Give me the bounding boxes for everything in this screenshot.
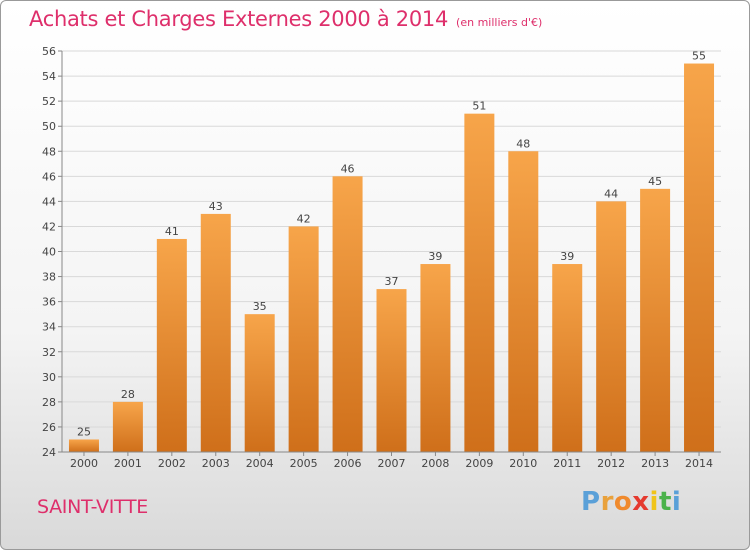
bar-2009 [464, 113, 495, 452]
bar-2008 [420, 264, 451, 452]
data-label: 25 [77, 425, 91, 438]
x-tick-label: 2005 [290, 457, 318, 470]
y-tick-label: 38 [42, 271, 56, 284]
x-tick-label: 2001 [114, 457, 142, 470]
bar-2002 [156, 238, 187, 452]
y-tick-label: 50 [42, 120, 56, 133]
x-tick-label: 2009 [465, 457, 493, 470]
bar-2010 [508, 151, 539, 452]
bar-2005 [288, 226, 319, 452]
y-tick-label: 40 [42, 246, 56, 259]
logo-letter: t [658, 487, 672, 517]
data-label: 37 [385, 275, 399, 288]
bar-2003 [200, 213, 231, 452]
y-tick-label: 32 [42, 346, 56, 359]
data-label: 46 [341, 162, 355, 175]
y-tick-label: 34 [42, 321, 56, 334]
y-tick-label: 48 [42, 145, 56, 158]
x-tick-label: 2010 [509, 457, 537, 470]
data-label: 44 [604, 187, 618, 200]
x-tick-label: 2006 [334, 457, 362, 470]
x-tick-label: 2003 [202, 457, 230, 470]
y-tick-label: 30 [42, 371, 56, 384]
x-tick-label: 2007 [378, 457, 406, 470]
y-tick-label: 56 [42, 45, 56, 58]
x-tick-label: 2013 [641, 457, 669, 470]
x-tick-label: 2012 [597, 457, 625, 470]
bar-2014 [684, 63, 715, 452]
bar-2007 [376, 289, 407, 452]
y-tick-label: 36 [42, 296, 56, 309]
chart-title-block: Achats et Charges Externes 2000 à 2014 (e… [29, 7, 542, 31]
data-label: 39 [428, 250, 442, 263]
bar-2000 [68, 439, 99, 452]
chart-title: Achats et Charges Externes 2000 à 2014 [29, 7, 449, 31]
bar-2004 [244, 314, 275, 452]
y-tick-label: 42 [42, 220, 56, 233]
bar-2006 [332, 176, 363, 452]
data-label: 28 [121, 388, 135, 401]
y-tick-label: 52 [42, 95, 56, 108]
logo-letter: r [600, 487, 614, 517]
data-label: 35 [253, 300, 267, 313]
x-tick-label: 2011 [553, 457, 581, 470]
y-tick-label: 28 [42, 396, 56, 409]
data-label: 42 [297, 212, 311, 225]
bar-2012 [596, 201, 627, 452]
x-tick-label: 2008 [421, 457, 449, 470]
logo-letter: i [671, 487, 682, 517]
logo-letter: o [613, 487, 633, 517]
y-tick-label: 44 [42, 195, 56, 208]
logo-letter: x [632, 487, 650, 517]
proxiti-logo: Proxiti [581, 487, 681, 517]
data-label: 43 [209, 200, 223, 213]
data-label: 41 [165, 225, 179, 238]
data-label: 39 [560, 250, 574, 263]
bar-2013 [640, 188, 671, 452]
x-tick-label: 2000 [70, 457, 98, 470]
y-tick-label: 46 [42, 170, 56, 183]
y-tick-label: 24 [42, 446, 56, 459]
x-tick-label: 2004 [246, 457, 274, 470]
commune-name: SAINT-VITTE [37, 496, 149, 518]
chart-unit: (en milliers d'€) [456, 16, 543, 29]
logo-letter: i [649, 487, 659, 517]
data-label: 48 [516, 137, 530, 150]
logo-letter: P [581, 487, 601, 517]
y-tick-label: 26 [42, 421, 56, 434]
y-tick-label: 54 [42, 70, 56, 83]
data-label: 45 [648, 175, 662, 188]
data-label: 51 [472, 100, 486, 113]
x-tick-label: 2002 [158, 457, 186, 470]
bar-2011 [552, 264, 583, 452]
bar-2001 [112, 401, 143, 452]
data-label: 55 [692, 50, 706, 63]
x-tick-label: 2014 [685, 457, 713, 470]
